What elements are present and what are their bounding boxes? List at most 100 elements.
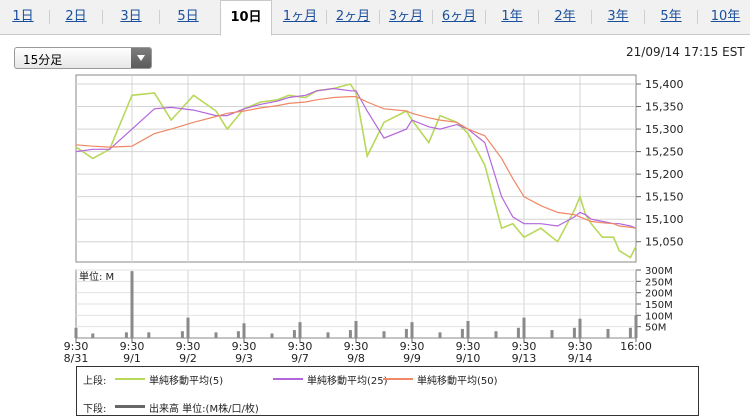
legend-swatch-sma50 [383,378,413,380]
x-tick-time-label: 9:30 [400,340,425,353]
volume-unit-label: 単位: M [79,270,114,283]
price-ytick-label: 15,200 [645,168,684,181]
legend-lower-caption: 下段: [83,404,107,415]
tab-12[interactable]: 5年 [660,9,682,24]
volume-bar [460,328,464,338]
x-tick-time-label: 16:00 [620,340,652,353]
volume-bar [522,317,526,338]
price-ytick-label: 15,050 [645,236,684,249]
x-tick-time-label: 9:30 [456,340,481,353]
tab-10[interactable]: 2年 [554,9,576,24]
x-tick-date-label: 9/13 [512,352,537,365]
bar-period-value: 15分足 [23,53,63,67]
tab-separator [49,10,50,24]
legend-upper-caption: 上段: [83,376,107,387]
volume-bar [494,331,498,338]
x-tick-time-label: 9:30 [120,340,145,353]
chart-legend: 上段: 単純移動平均(5) 単純移動平均(25) 単純移動平均(50) 下段: … [76,366,699,416]
volume-bar [516,327,520,338]
volume-bar [354,321,358,338]
volume-bar [326,332,330,338]
x-tick-date-label: 8/31 [64,352,89,365]
tab-separator [432,10,433,24]
tab-separator [591,10,592,24]
volume-bar [606,328,610,338]
volume-bar [634,315,638,338]
volume-bar [404,328,408,338]
legend-swatch-volume [115,405,145,408]
volume-bar [236,331,240,338]
volume-bar [550,330,554,338]
x-tick-time-label: 9:30 [232,340,257,353]
chart-timestamp: 21/09/14 17:15 EST [626,45,745,59]
legend-label-sma50: 単純移動平均(50) [417,376,498,387]
volume-bar [147,332,151,338]
volume-bar [628,327,632,338]
tab-1[interactable]: 2日 [65,9,87,24]
series-line-2 [75,95,637,229]
volume-ytick-label: 150M [645,300,673,311]
volume-bar [91,333,95,338]
legend-swatch-sma25 [273,378,303,380]
x-tick-date-label: 9/3 [235,352,253,365]
x-tick-date-label: 9/2 [179,352,197,365]
volume-bar [214,332,218,338]
volume-bar [270,333,274,338]
volume-bar [466,321,470,338]
x-tick-date-label: 9/10 [456,352,481,365]
tab-separator [102,10,103,24]
tab-separator [485,10,486,24]
volume-bar [438,332,442,338]
volume-bar [186,317,190,338]
tab-13[interactable]: 10年 [710,9,741,24]
volume-ytick-label: 100M [645,311,673,322]
legend-label-sma5: 単純移動平均(5) [149,376,224,387]
volume-bar [572,327,576,338]
price-ytick-label: 15,250 [645,146,684,159]
tab-2[interactable]: 3日 [120,9,142,24]
tab-3[interactable]: 5日 [177,9,199,24]
volume-bar [130,271,134,338]
tab-7[interactable]: 3ヶ月 [388,9,424,24]
x-tick-time-label: 9:30 [512,340,537,353]
x-tick-date-label: 9/1 [123,352,141,365]
volume-bar [74,327,78,338]
volume-bar [382,331,386,338]
volume-ytick-label: 200M [645,289,673,300]
tab-0[interactable]: 1日 [12,9,34,24]
dropdown-arrow-icon[interactable] [131,48,151,68]
tab-separator [697,10,698,24]
volume-bar [124,332,128,338]
volume-bar [410,322,414,338]
series-line-1 [75,87,637,229]
tab-separator [379,10,380,24]
price-ytick-label: 15,100 [645,213,684,226]
tab-11[interactable]: 3年 [607,9,629,24]
tab-separator [326,10,327,24]
x-tick-date-label: 9/9 [403,352,421,365]
tab-8[interactable]: 6ヶ月 [441,9,477,24]
x-tick-date-label: 9/7 [291,352,309,365]
volume-bar [292,330,296,338]
tab-5[interactable]: 1ヶ月 [282,9,318,24]
price-ytick-label: 15,400 [645,78,684,91]
price-ytick-label: 15,350 [645,101,684,114]
x-tick-time-label: 9:30 [288,340,313,353]
x-tick-time-label: 9:30 [176,340,201,353]
legend-label-volume: 出来高 単位:(M株/口/枚) [149,404,259,415]
x-tick-time-label: 9:30 [64,340,89,353]
volume-bar [298,322,302,338]
bar-period-dropdown[interactable]: 15分足 [14,47,152,69]
tab-9[interactable]: 1年 [501,9,523,24]
volume-bar [348,330,352,338]
tab-4[interactable]: 10日 [220,0,272,36]
period-tabbar: 1日 2日 3日 5日 10日 1ヶ月 2ヶ月 3ヶ月 6ヶ月 1年 2年 3年 5年 10年 [0,0,750,36]
tab-separator [159,10,160,24]
price-ytick-label: 15,300 [645,123,684,136]
volume-bar [242,323,246,338]
tab-6[interactable]: 2ヶ月 [335,9,371,24]
x-tick-time-label: 9:30 [344,340,369,353]
legend-swatch-sma5 [115,378,145,380]
tab-separator [538,10,539,24]
